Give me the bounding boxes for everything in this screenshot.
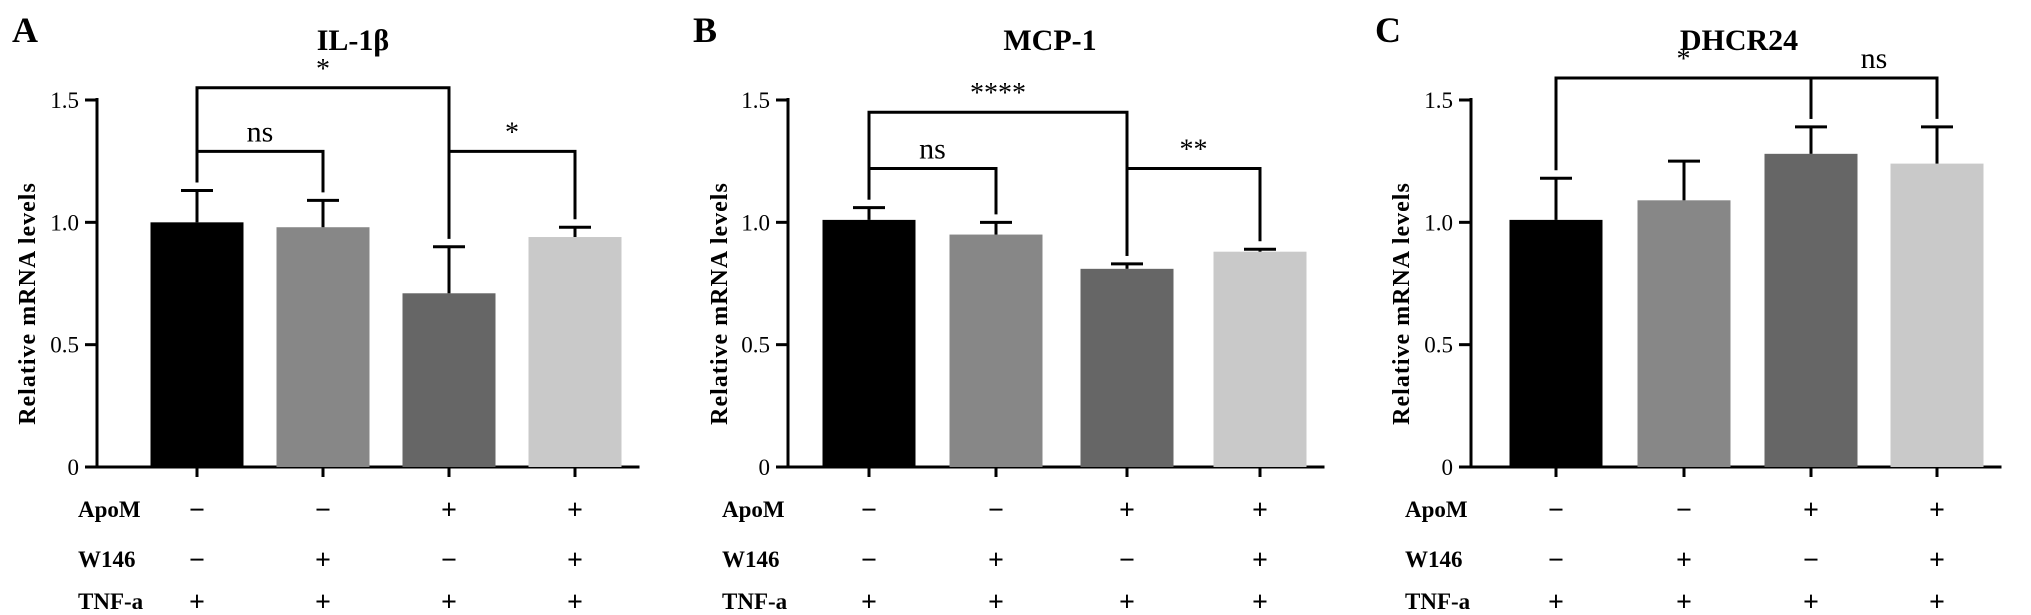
condition-sign: + [567,587,583,615]
condition-sign: − [1119,545,1135,576]
condition-sign: + [1929,495,1945,526]
condition-sign: + [441,495,457,526]
y-tick-label: 1.0 [1424,210,1453,235]
bar [276,227,370,467]
condition-sign: + [1929,545,1945,576]
condition-sign: + [988,545,1004,576]
y-tick-label: 0.5 [1424,333,1453,358]
condition-sign: − [861,495,877,526]
condition-sign: + [567,495,583,526]
y-tick-label: 1.5 [1424,88,1453,113]
condition-sign: + [1252,495,1268,526]
condition-sign: − [1803,545,1819,576]
panel-letter: A [12,10,38,50]
condition-sign: + [1676,587,1692,615]
y-axis-label: Relative mRNA levels [707,182,733,425]
condition-sign: + [1548,587,1564,615]
bar [528,237,622,467]
chart-title: IL-1β [317,24,389,57]
condition-sign: + [1803,587,1819,615]
y-tick-label: 0.5 [50,333,79,358]
significance-label: ** [1180,135,1208,166]
condition-row-label: TNF-a [1405,589,1471,614]
y-tick-label: 0 [1442,455,1454,480]
condition-sign: + [1929,587,1945,615]
bar [822,219,916,467]
condition-sign: + [189,587,205,615]
y-tick-label: 1.0 [741,210,770,235]
condition-row-label: W146 [78,547,136,572]
significance-label: * [1677,44,1691,75]
significance-label: ns [919,133,946,166]
condition-sign: + [567,545,583,576]
chart-title: MCP-1 [1003,24,1096,57]
bar [1213,251,1307,467]
condition-row-label: TNF-a [722,589,788,614]
bar [1637,200,1731,467]
significance-bracket [867,167,998,215]
condition-sign: + [1803,495,1819,526]
panel-letter: B [693,10,717,50]
condition-sign: − [1676,495,1692,526]
significance-bracket [447,149,577,239]
bar [1080,268,1174,467]
condition-row-label: ApoM [78,497,141,522]
condition-sign: − [988,495,1004,526]
y-tick-label: 0 [68,455,80,480]
condition-sign: + [861,587,877,615]
significance-label: **** [970,78,1026,109]
chart-title: DHCR24 [1680,24,1798,57]
significance-label: * [316,54,330,85]
condition-sign: − [189,545,205,576]
bar [402,293,496,467]
condition-sign: + [1252,587,1268,615]
significance-label: ns [247,115,274,148]
bar [1764,153,1858,467]
condition-sign: − [315,495,331,526]
condition-sign: + [988,587,1004,615]
condition-sign: + [1119,587,1135,615]
significance-bracket [1809,76,1939,119]
condition-sign: − [1548,545,1564,576]
condition-sign: + [315,587,331,615]
condition-row-label: ApoM [1405,497,1468,522]
condition-sign: + [1119,495,1135,526]
y-tick-label: 0 [759,455,771,480]
bar [150,222,244,467]
y-tick-label: 1.0 [50,210,79,235]
condition-sign: − [189,495,205,526]
condition-sign: + [315,545,331,576]
bar [949,234,1043,467]
condition-sign: + [1676,545,1692,576]
panel-letter: C [1375,10,1401,50]
y-tick-label: 1.5 [741,88,770,113]
condition-sign: − [861,545,877,576]
bar [1890,163,1984,467]
significance-label: ns [1861,42,1888,75]
condition-sign: − [1548,495,1564,526]
condition-sign: − [441,545,457,576]
significance-bracket [195,149,325,193]
condition-sign: + [441,587,457,615]
condition-row-label: W146 [1405,547,1463,572]
condition-row-label: W146 [722,547,780,572]
significance-label: * [505,117,519,148]
condition-row-label: ApoM [722,497,785,522]
y-tick-label: 1.5 [50,88,79,113]
significance-bracket [1125,167,1262,256]
condition-sign: + [1252,545,1268,576]
y-axis-label: Relative mRNA levels [15,182,41,425]
y-tick-label: 0.5 [741,333,770,358]
y-axis-label: Relative mRNA levels [1389,182,1415,425]
bar [1509,219,1603,467]
condition-row-label: TNF-a [78,589,144,614]
